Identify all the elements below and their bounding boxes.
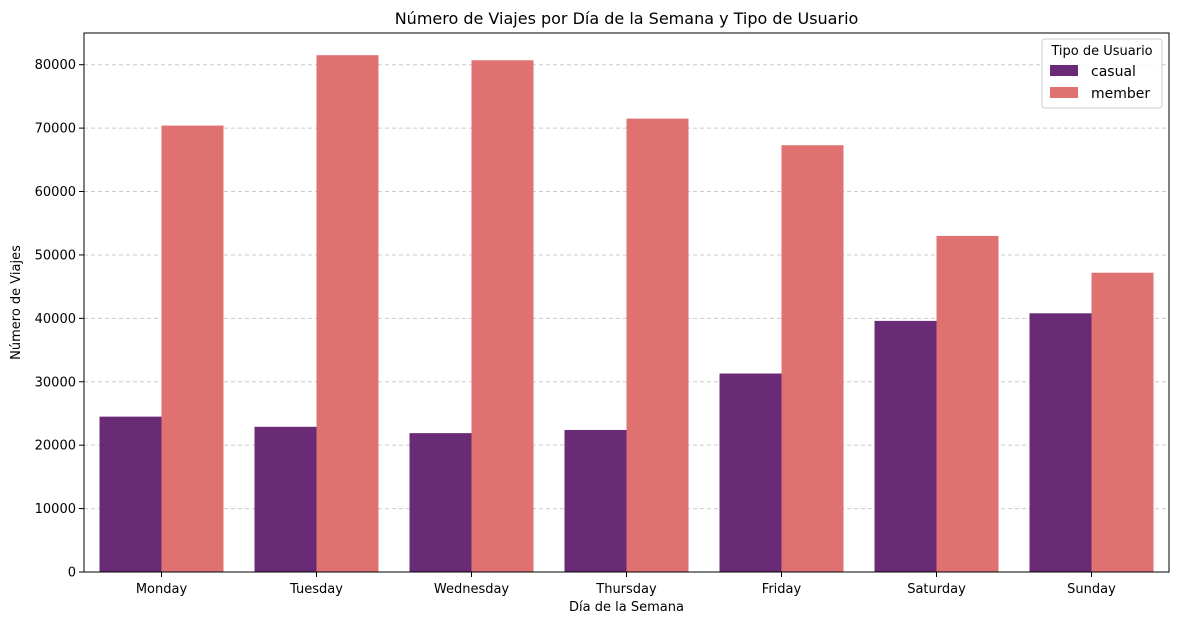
y-tick-label: 20000 — [35, 439, 76, 454]
y-tick-label: 40000 — [35, 312, 76, 327]
bar-casual-wednesday — [409, 433, 472, 572]
legend-label-member: member — [1091, 86, 1150, 102]
x-tick-label-thursday: Thursday — [595, 582, 657, 597]
bar-member-saturday — [936, 235, 999, 572]
y-axis: 0 10000 20000 30000 40000 50000 60000 70000 8000… — [35, 58, 84, 581]
y-tick-label: 30000 — [35, 375, 76, 390]
legend: Tipo de Usuario casual member — [1041, 38, 1163, 109]
x-tick-label-saturday: Saturday — [907, 582, 966, 597]
bar-casual-monday — [99, 416, 162, 572]
legend-swatch-casual — [1050, 65, 1078, 76]
bar-casual-thursday — [564, 429, 627, 572]
bar-member-monday — [161, 125, 224, 572]
bar-casual-saturday — [874, 320, 937, 572]
x-tick-label-sunday: Sunday — [1067, 582, 1116, 597]
bar-casual-tuesday — [254, 426, 317, 572]
x-axis-label: Día de la Semana — [569, 600, 684, 615]
y-axis-label: Número de Viajes — [9, 245, 24, 360]
x-tick-label-friday: Friday — [762, 582, 802, 597]
y-tick-label: 0 — [68, 566, 76, 581]
x-tick-label-monday: Monday — [136, 582, 188, 597]
x-axis: Monday Tuesday Wednesday Thursday Friday Satu… — [136, 572, 1116, 597]
bar-casual-sunday — [1029, 313, 1092, 572]
bar-casual-friday — [719, 373, 782, 572]
legend-label-casual: casual — [1091, 64, 1136, 80]
y-tick-label: 10000 — [35, 502, 76, 517]
legend-title: Tipo de Usuario — [1050, 44, 1152, 59]
y-tick-label: 60000 — [35, 185, 76, 200]
bar-member-friday — [781, 145, 844, 572]
y-tick-label: 80000 — [35, 58, 76, 73]
bar-member-tuesday — [316, 55, 379, 573]
bar-member-sunday — [1091, 272, 1154, 572]
bar-member-wednesday — [471, 60, 534, 572]
chart-title: Número de Viajes por Día de la Semana y … — [395, 9, 859, 28]
bar-member-thursday — [626, 118, 689, 572]
x-tick-label-tuesday: Tuesday — [289, 582, 343, 597]
legend-swatch-member — [1050, 87, 1078, 98]
y-tick-label: 70000 — [35, 122, 76, 137]
bars — [99, 55, 1154, 573]
x-tick-label-wednesday: Wednesday — [434, 582, 510, 597]
y-tick-label: 50000 — [35, 248, 76, 263]
